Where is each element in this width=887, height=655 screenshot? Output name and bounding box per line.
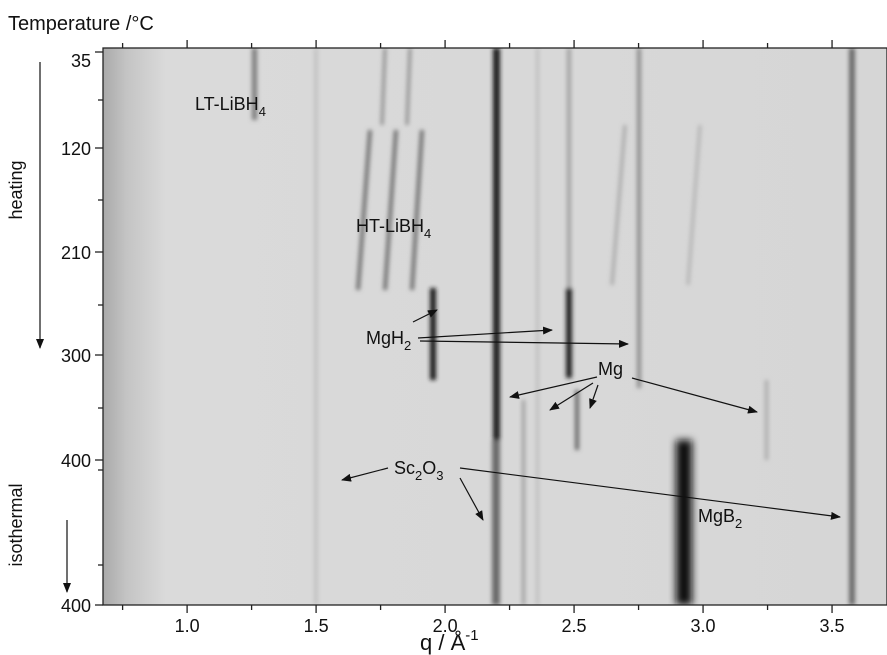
annotation-text: O bbox=[422, 458, 436, 478]
heatmap-image bbox=[103, 48, 887, 605]
annotation-text: LT-LiBH bbox=[195, 94, 259, 114]
x-tick-label: 3.5 bbox=[820, 616, 845, 636]
title: Temperature /°C bbox=[8, 13, 154, 35]
annotation-text: Sc bbox=[394, 458, 415, 478]
annotation: Mg bbox=[598, 359, 623, 379]
y-tick-label: 35 bbox=[71, 51, 91, 71]
annotation: LT-LiBH4 bbox=[195, 94, 266, 119]
x-axis-label-sup: -1 bbox=[465, 627, 478, 644]
annotation: MgH2 bbox=[366, 328, 411, 353]
y-tick-label: 400 bbox=[61, 596, 91, 616]
y-tick-label: 400 bbox=[61, 451, 91, 471]
segment-label: isothermal bbox=[6, 483, 26, 566]
annotation-text: MgB bbox=[698, 506, 735, 526]
annotation-arrows bbox=[341, 309, 841, 521]
annotation-text: MgH bbox=[366, 328, 404, 348]
annotation-sub: 4 bbox=[424, 226, 431, 241]
x-axis-label-text: q / Å bbox=[420, 630, 466, 655]
y-tick-label: 300 bbox=[61, 346, 91, 366]
x-tick-label: 2.5 bbox=[562, 616, 587, 636]
annotation: Sc2O3 bbox=[394, 458, 444, 483]
y-tick-label: 120 bbox=[61, 139, 91, 159]
y-tick-label: 210 bbox=[61, 243, 91, 263]
annotation-text: HT-LiBH bbox=[356, 216, 424, 236]
annotation-sub: 2 bbox=[404, 338, 411, 353]
segment-label: heating bbox=[6, 160, 26, 219]
plot-frame bbox=[102, 47, 887, 606]
annotation-sub: 3 bbox=[436, 468, 443, 483]
annotation-sub: 2 bbox=[415, 468, 422, 483]
annotation-sub: 2 bbox=[735, 516, 742, 531]
annotation: MgB2 bbox=[698, 506, 742, 531]
x-tick-label: 2.0 bbox=[433, 616, 458, 636]
x-tick-label: 3.0 bbox=[691, 616, 716, 636]
annotation-sub: 4 bbox=[259, 104, 266, 119]
x-axis-label: q / Å-1 bbox=[420, 627, 479, 655]
x-tick-label: 1.0 bbox=[175, 616, 200, 636]
x-tick-label: 1.5 bbox=[304, 616, 329, 636]
annotation: HT-LiBH4 bbox=[356, 216, 431, 241]
annotation-text: Mg bbox=[598, 359, 623, 379]
